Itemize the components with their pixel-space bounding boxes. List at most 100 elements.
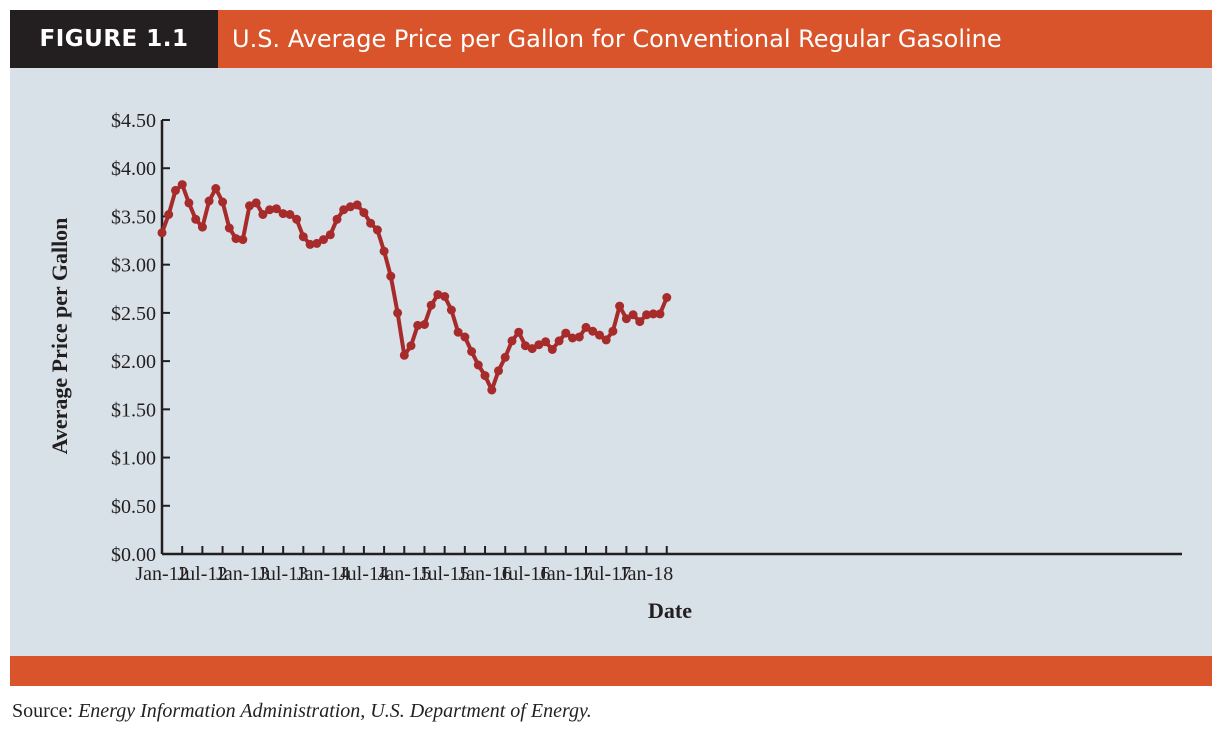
data-point xyxy=(372,225,382,235)
x-tick-label: Jul-12 xyxy=(177,563,227,585)
data-point xyxy=(581,322,591,332)
y-tick-label: $3.00 xyxy=(111,255,156,277)
data-point xyxy=(446,305,456,315)
y-tick-label: $2.00 xyxy=(111,351,156,373)
data-point xyxy=(500,352,510,362)
x-tick-label: Jul-13 xyxy=(258,563,308,585)
data-point xyxy=(359,208,369,218)
data-point xyxy=(541,337,551,347)
data-point xyxy=(366,218,376,228)
data-point xyxy=(642,310,652,320)
data-point xyxy=(332,214,342,224)
data-point xyxy=(312,238,322,248)
y-axis-title: Average Price per Gallon xyxy=(47,218,72,455)
series-path xyxy=(160,182,669,392)
data-point xyxy=(494,366,503,376)
series-line xyxy=(157,180,672,395)
data-point xyxy=(292,214,302,224)
data-point xyxy=(628,310,638,320)
x-tick-label: Jul-17 xyxy=(581,563,631,585)
axes: $0.00 $0.50 $1.00 $1.50 $2.00 $2.50 $3.00 $3.50… xyxy=(111,110,1182,585)
x-tick-label: Jul-16 xyxy=(500,563,550,585)
data-point xyxy=(251,198,261,208)
source-line: Source: Energy Information Administratio… xyxy=(12,700,592,723)
y-tick-label: $4.50 xyxy=(111,110,156,132)
data-point xyxy=(218,197,228,207)
data-point xyxy=(480,371,490,381)
bottom-accent-bar xyxy=(10,656,1212,686)
data-point xyxy=(621,314,631,324)
data-point xyxy=(662,293,672,302)
data-point xyxy=(554,336,564,346)
y-tick-label: $0.00 xyxy=(111,544,156,566)
x-axis-title: Date xyxy=(648,598,692,623)
data-point xyxy=(191,214,201,224)
data-point xyxy=(601,335,611,345)
x-tick-label: Jan-14 xyxy=(297,563,350,585)
data-point xyxy=(298,232,308,242)
data-point xyxy=(433,290,443,300)
data-point xyxy=(413,320,423,330)
data-point xyxy=(608,326,618,336)
data-point xyxy=(615,301,625,311)
x-tick-label: Jan-15 xyxy=(378,563,431,585)
data-point xyxy=(352,200,362,210)
data-point xyxy=(224,223,234,233)
data-point xyxy=(305,239,315,249)
data-point xyxy=(386,271,396,281)
data-point xyxy=(514,327,524,337)
data-point xyxy=(204,196,214,206)
chart-panel: $0.00 $0.50 $1.00 $1.50 $2.00 $2.50 $3.00 $3.50… xyxy=(10,68,1212,656)
data-point xyxy=(507,336,517,346)
figure-title: U.S. Average Price per Gallon for Conven… xyxy=(218,10,1212,68)
x-tick-label: Jan-16 xyxy=(458,563,511,585)
y-tick-label: $1.00 xyxy=(111,448,156,470)
x-tick-label: Jan-12 xyxy=(135,563,188,585)
data-point xyxy=(345,202,355,212)
data-point xyxy=(453,327,463,337)
data-point xyxy=(588,326,598,336)
data-point xyxy=(547,345,557,354)
data-point xyxy=(265,205,275,215)
data-point xyxy=(473,360,483,370)
figure-label: FIGURE 1.1 xyxy=(10,10,218,68)
y-tick-label: $0.50 xyxy=(111,496,156,518)
y-tick-label: $4.00 xyxy=(111,158,156,180)
data-point xyxy=(406,341,416,351)
data-point xyxy=(211,184,221,193)
data-point xyxy=(420,320,429,329)
data-point xyxy=(527,344,537,354)
data-point xyxy=(177,180,187,190)
data-point xyxy=(568,333,577,343)
data-point xyxy=(561,328,571,338)
data-point xyxy=(399,350,409,360)
source-text: Energy Information Administration, U.S. … xyxy=(78,700,592,722)
data-point xyxy=(460,332,470,342)
x-tick-label: Jan-18 xyxy=(620,563,673,585)
y-tick-label: $1.50 xyxy=(111,399,156,421)
data-point xyxy=(164,210,174,219)
y-tick-label: $3.50 xyxy=(111,206,156,228)
x-tick-label: Jan-17 xyxy=(539,563,592,585)
data-point xyxy=(487,385,497,395)
data-point xyxy=(426,300,436,310)
data-point xyxy=(467,347,477,356)
source-label: Source: xyxy=(12,700,74,722)
x-tick-label: Jul-15 xyxy=(420,563,470,585)
x-tick-label: Jan-13 xyxy=(216,563,269,585)
data-point xyxy=(258,210,268,219)
data-point xyxy=(238,235,248,245)
data-point xyxy=(635,317,645,327)
data-point xyxy=(648,309,658,319)
data-point xyxy=(325,230,335,240)
data-point xyxy=(271,204,281,214)
data-point xyxy=(574,332,584,342)
data-point xyxy=(171,185,180,195)
data-point xyxy=(393,308,403,318)
data-point xyxy=(278,209,288,219)
data-point xyxy=(520,341,530,351)
data-point xyxy=(655,309,665,319)
data-point xyxy=(595,330,604,340)
data-point xyxy=(184,198,194,208)
line-chart: $0.00 $0.50 $1.00 $1.50 $2.00 $2.50 $3.00 $3.50… xyxy=(47,110,1182,623)
